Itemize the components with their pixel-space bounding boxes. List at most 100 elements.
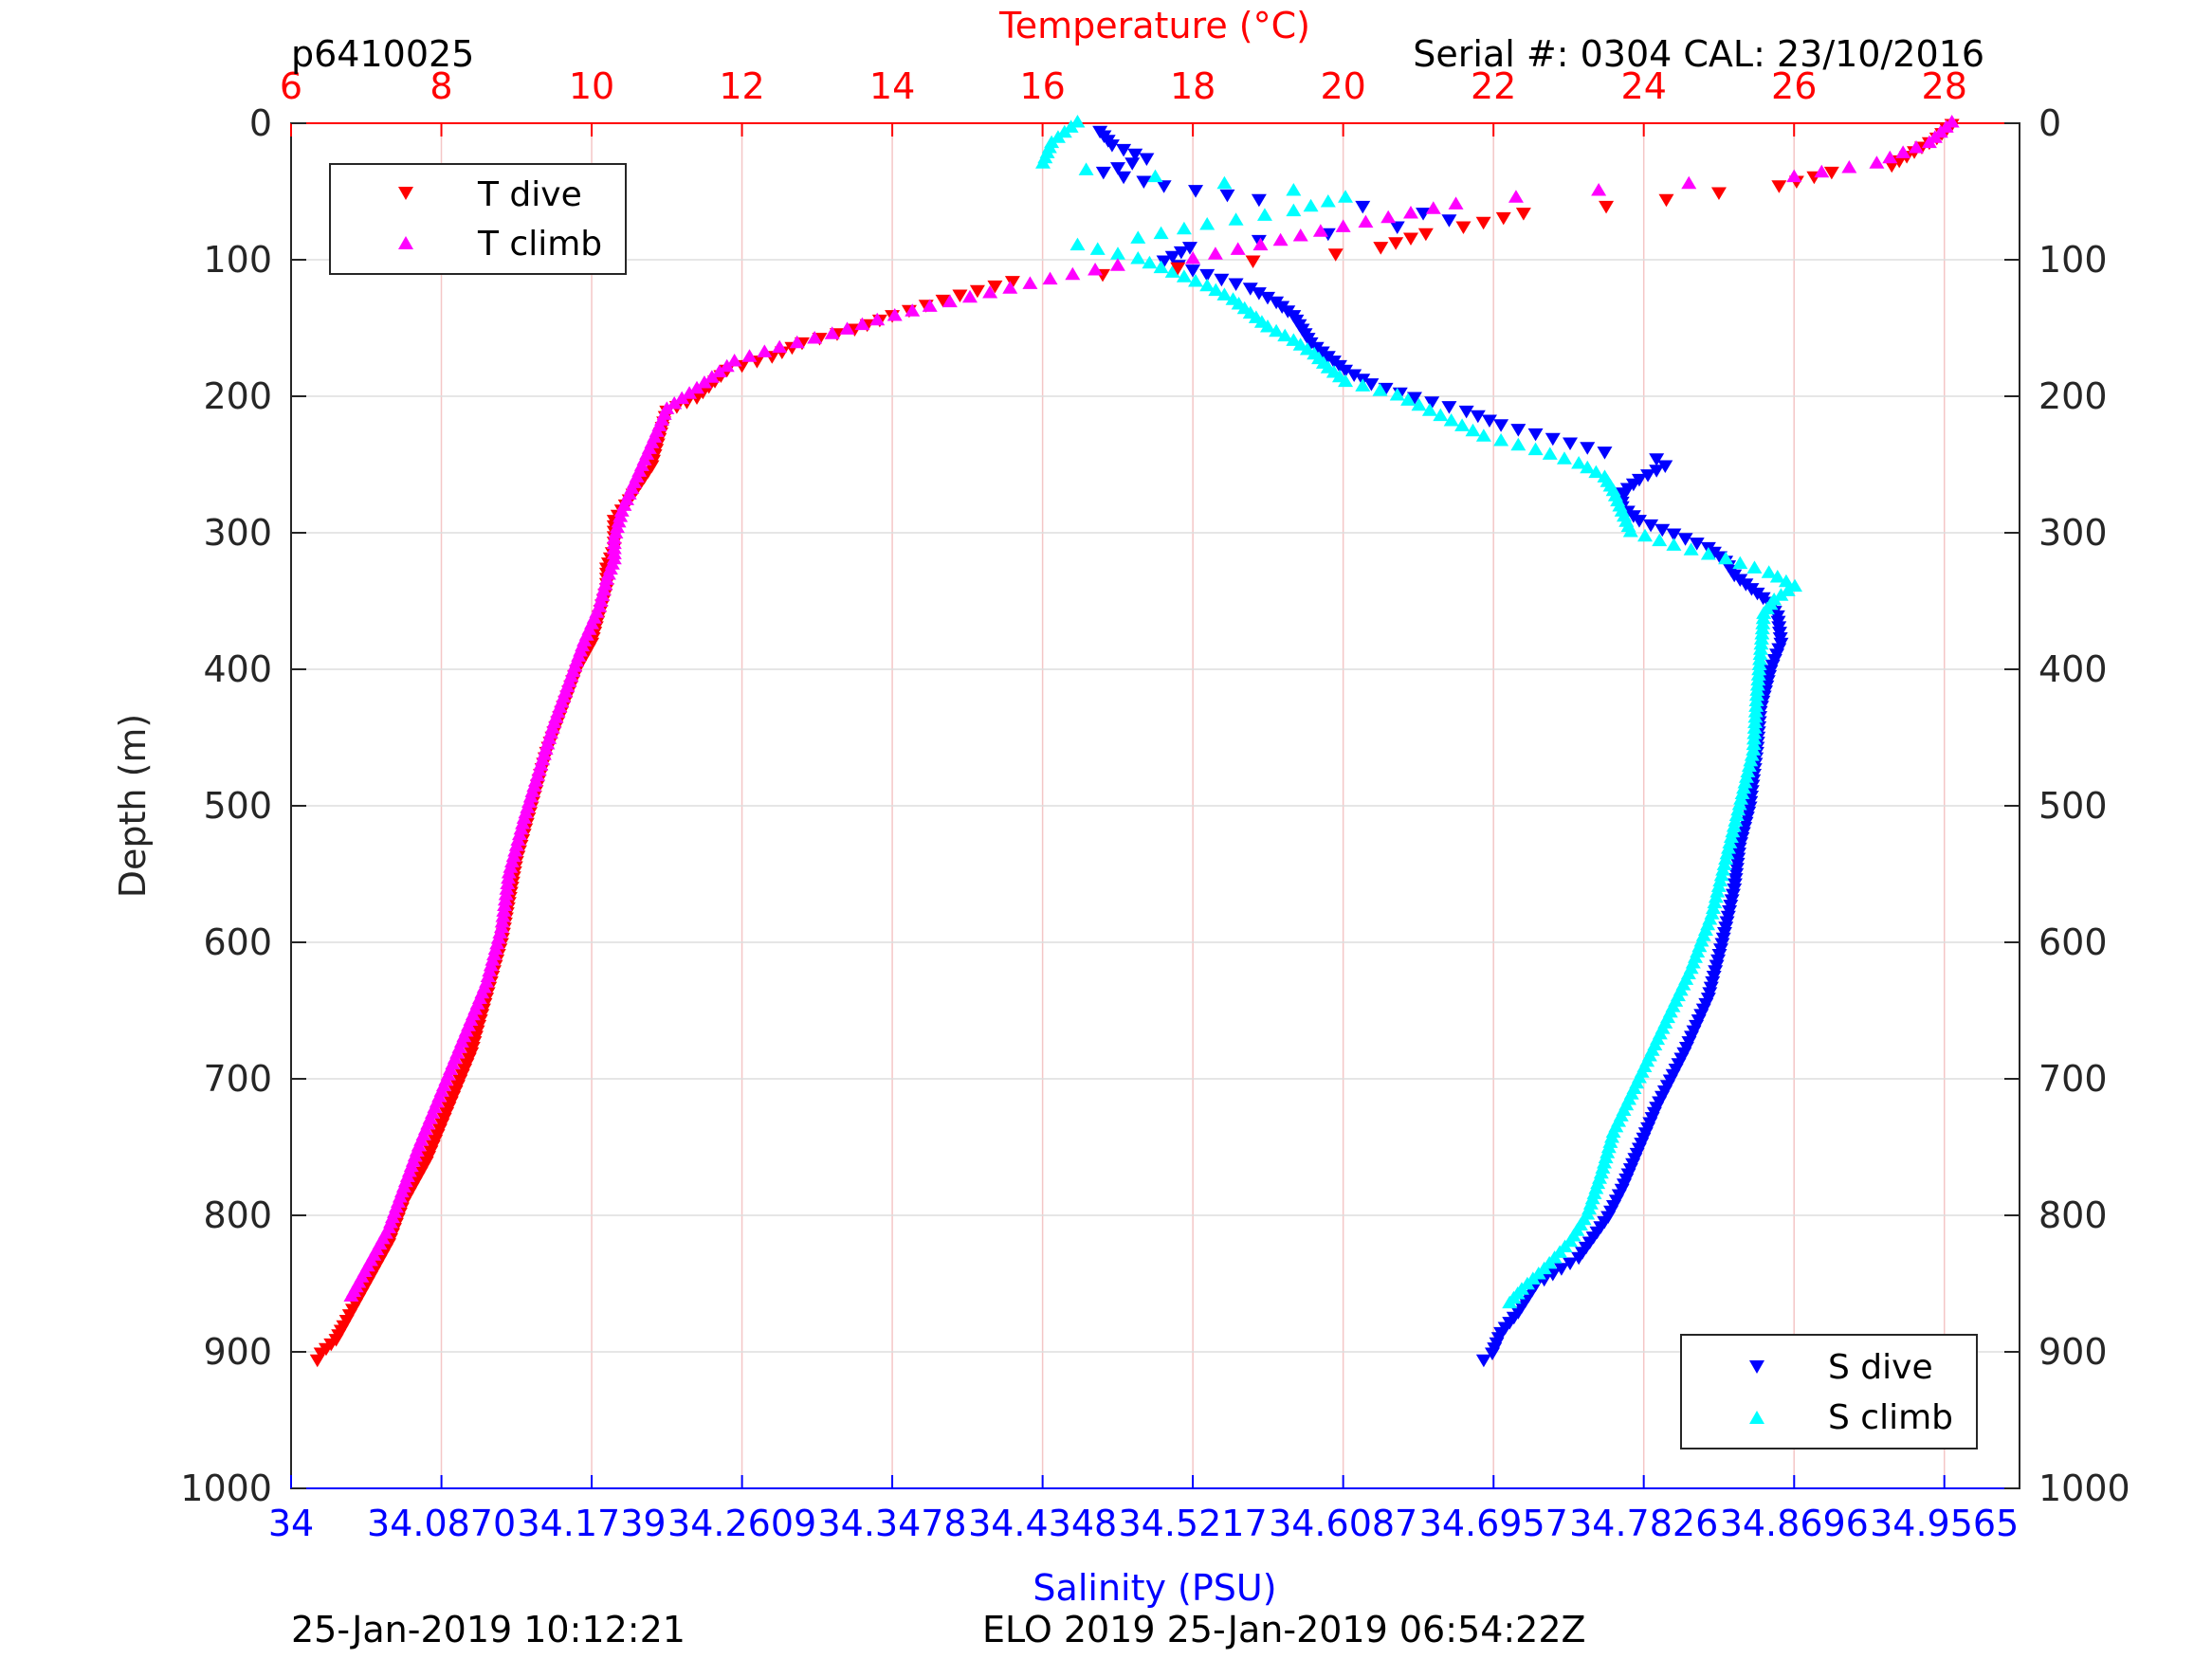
s-dive-point: [1657, 460, 1673, 473]
depth-tick-label-left: 500: [203, 785, 272, 827]
t-climb-legend-marker: [398, 236, 413, 249]
depth-tick-label-right: 200: [2038, 375, 2108, 417]
s-dive-point: [1164, 250, 1180, 264]
s-climb-point: [1787, 578, 1803, 592]
s-dive-point: [1406, 392, 1422, 405]
temperature-tick-label: 22: [1471, 65, 1516, 107]
depth-tick-label-left: 100: [203, 239, 272, 281]
t-dive-point: [1771, 180, 1787, 193]
t-climb-point: [1042, 271, 1058, 285]
t-dive-point: [1373, 242, 1389, 255]
s-dive-point: [1580, 442, 1596, 455]
s-climb-point: [1761, 565, 1777, 578]
s-climb-point: [1256, 208, 1272, 221]
temperature-tick-label: 20: [1320, 65, 1365, 107]
s-dive-point: [1484, 1347, 1500, 1360]
s-dive-point: [1346, 369, 1362, 382]
s-dive-point: [1689, 538, 1705, 551]
s-climb-point: [1069, 237, 1086, 251]
temperature-axis-title: Temperature (°C): [998, 5, 1310, 46]
depth-tick-label-left: 700: [203, 1058, 272, 1100]
s-climb-point: [1176, 269, 1192, 283]
s-climb-point: [1216, 287, 1233, 301]
t-climb-point: [1358, 214, 1374, 228]
s-climb-point: [1069, 115, 1086, 128]
s-dive-point: [1458, 405, 1474, 419]
salinity-tick-label: 34.7826: [1569, 1503, 1718, 1544]
t-dive-point: [1417, 228, 1434, 242]
salinity-tick-label: 34.6087: [1269, 1503, 1417, 1544]
salinity-tick-label: 34.1739: [517, 1503, 666, 1544]
s-dive-point: [1493, 419, 1509, 432]
s-dive-point: [1110, 162, 1126, 175]
t-climb-point: [1425, 201, 1441, 214]
depth-tick-label-left: 400: [203, 648, 272, 690]
depth-tick-label-left: 600: [203, 921, 272, 963]
s-dive-point: [1527, 428, 1544, 442]
s-dive-point: [1475, 1354, 1491, 1368]
s-dive-point: [1378, 382, 1394, 396]
temperature-tick-label: 8: [430, 65, 452, 107]
depth-tick-label-right: 500: [2038, 785, 2108, 827]
t-climb-point: [1335, 219, 1351, 232]
s-climb-legend-marker: [1749, 1411, 1764, 1424]
s-climb-point: [1666, 538, 1682, 551]
t-climb-point: [499, 882, 515, 895]
s-dive-point: [1259, 291, 1275, 305]
t-climb-point: [1088, 263, 1104, 276]
s-climb-point: [1732, 556, 1748, 570]
s-climb-point: [1718, 551, 1734, 565]
t-climb-point: [495, 909, 511, 922]
temperature-tick-label: 16: [1019, 65, 1065, 107]
depth-tick-label-left: 200: [203, 375, 272, 417]
s-climb-point: [1142, 255, 1158, 269]
s-dive-point: [1640, 469, 1656, 483]
t-dive-point: [1455, 221, 1472, 234]
s-climb-point: [1153, 260, 1169, 274]
s-climb-point: [1320, 194, 1336, 208]
t-climb-legend-label: T climb: [477, 225, 602, 264]
temperature-tick-label: 26: [1771, 65, 1817, 107]
salinity-tick-label: 34.4348: [968, 1503, 1117, 1544]
t-dive-point: [1245, 255, 1261, 268]
s-dive-point: [1173, 246, 1189, 260]
s-dive-point: [1441, 401, 1457, 414]
t-climb-point: [1065, 266, 1081, 281]
s-dive-point: [1242, 283, 1258, 296]
s-climb-point: [1433, 408, 1449, 422]
s-climb-point: [1199, 217, 1216, 230]
t-climb-point: [498, 887, 514, 901]
t-dive-point: [987, 280, 1003, 294]
salinity-tick-label: 34.6957: [1419, 1503, 1568, 1544]
s-dive-point: [1251, 193, 1267, 208]
s-dive-legend-label: S dive: [1828, 1348, 1933, 1387]
s-dive-point: [1156, 255, 1172, 268]
temperature-tick-label: 18: [1170, 65, 1216, 107]
depth-tick-label-right: 100: [2038, 239, 2108, 281]
t-climb-point: [719, 358, 735, 373]
t-climb-point: [789, 335, 805, 349]
s-dive-point: [1643, 519, 1659, 533]
depth-tick-label-right: 0: [2038, 102, 2061, 144]
s-dive-point: [1355, 200, 1371, 214]
s-dive-point: [1389, 221, 1405, 234]
salinity-tick-label: 34.9565: [1870, 1503, 2019, 1544]
t-climb-point: [1022, 276, 1038, 289]
data-points: [309, 115, 1960, 1368]
depth-tick-label-left: 0: [249, 102, 272, 144]
t-climb-point: [1882, 150, 1898, 164]
s-climb-point: [1556, 451, 1572, 465]
t-climb-point: [667, 396, 683, 410]
s-climb-point: [1050, 130, 1066, 143]
s-climb-point: [1338, 374, 1354, 388]
t-climb-point: [1109, 258, 1125, 271]
t-climb-point: [772, 339, 788, 354]
s-dive-point: [1441, 214, 1457, 228]
s-climb-point: [1622, 524, 1638, 538]
t-climb-point: [1252, 237, 1269, 251]
t-climb-point: [887, 308, 903, 321]
s-climb-point: [1372, 383, 1388, 396]
t-dive-point: [1170, 262, 1186, 276]
depth-tick-label-right: 300: [2038, 512, 2108, 554]
